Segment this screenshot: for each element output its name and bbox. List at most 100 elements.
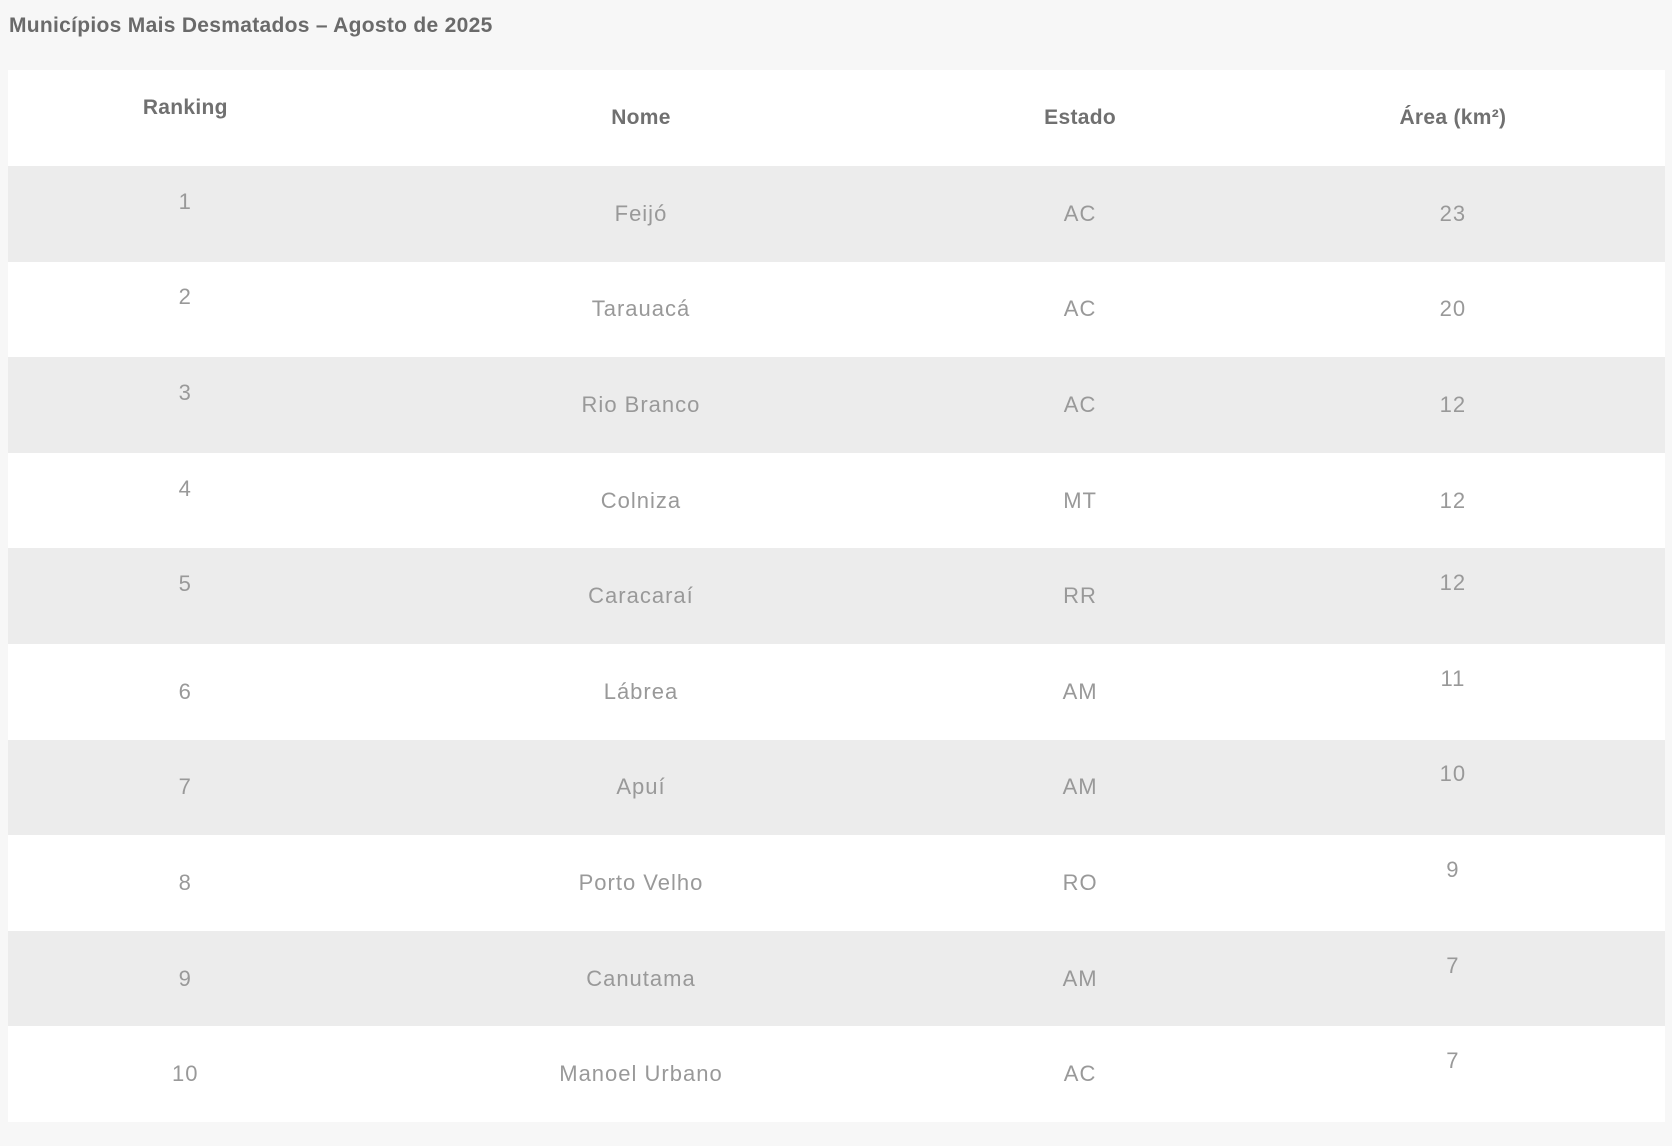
column-header-area-label: Área (km²) [1399,106,1507,129]
cell-ranking: 10 [8,1026,363,1122]
cell-ranking-value: 8 [178,869,192,895]
cell-area-value: 7 [1446,1048,1460,1074]
cell-area-value: 10 [1439,761,1467,787]
cell-area-value: 23 [1439,200,1467,226]
cell-nome: Manoel Urbano [363,1026,920,1122]
cell-nome: Caracaraí [363,548,920,644]
cell-estado-value: RO [1062,869,1098,895]
cell-ranking: 5 [8,548,363,644]
cell-ranking-value: 6 [178,678,192,704]
column-header-area: Área (km²) [1241,70,1665,166]
cell-ranking-value: 7 [178,774,192,800]
cell-nome: Lábrea [363,644,920,740]
cell-nome: Colniza [363,453,920,549]
page-title: Municípios Mais Desmatados – Agosto de 2… [9,14,493,37]
cell-estado-value: MT [1063,487,1097,513]
cell-ranking: 8 [8,835,363,931]
cell-nome-value: Apuí [616,774,666,800]
table-row: 4 Colniza MT 12 [8,452,1665,549]
cell-estado: AM [919,644,1240,740]
cell-area-value: 11 [1440,665,1466,691]
cell-ranking-value: 5 [178,571,192,597]
column-header-estado-label: Estado [1044,106,1116,129]
table-row: 6 Lábrea AM 11 [8,643,1665,740]
cell-nome: Canutama [363,931,920,1027]
cell-estado: AC [919,262,1240,358]
table-row: 5 Caracaraí RR 12 [8,548,1665,644]
cell-estado: MT [919,453,1240,549]
cell-nome-value: Manoel Urbano [559,1061,723,1087]
cell-nome: Porto Velho [363,835,920,931]
cell-ranking-value: 3 [178,379,192,405]
cell-area: 23 [1241,166,1665,262]
table-row: 10 Manoel Urbano AC 7 [8,1026,1665,1122]
cell-estado-value: AC [1063,296,1097,322]
cell-nome: Apuí [363,740,920,836]
cell-nome: Rio Branco [363,357,920,453]
cell-area: 9 [1241,835,1665,931]
cell-nome: Feijó [363,166,920,262]
cell-nome-value: Colniza [600,487,682,513]
cell-estado: AC [919,166,1240,262]
column-header-ranking: Ranking [8,70,363,166]
cell-estado-value: AM [1062,965,1098,991]
cell-area-value: 12 [1439,487,1467,513]
table-row: 7 Apuí AM 10 [8,739,1665,836]
cell-nome: Tarauacá [363,262,920,358]
cell-ranking-value: 10 [172,1061,199,1087]
cell-area-value: 20 [1439,296,1467,322]
cell-estado: AC [919,357,1240,453]
cell-estado-value: RR [1063,583,1097,609]
column-header-nome-label: Nome [611,106,671,129]
cell-area-value: 7 [1446,952,1460,978]
table-row: 8 Porto Velho RO 9 [8,835,1665,931]
cell-area-value: 12 [1439,391,1467,417]
cell-nome-value: Rio Branco [581,391,701,417]
cell-area: 12 [1241,548,1665,644]
cell-area: 11 [1241,644,1665,740]
cell-estado-value: AM [1062,774,1098,800]
cell-ranking: 6 [8,644,363,740]
cell-area: 7 [1241,931,1665,1027]
cell-ranking-value: 4 [178,475,192,501]
cell-area-value: 12 [1439,570,1467,596]
table-row: 3 Rio Branco AC 12 [8,357,1665,453]
column-header-nome: Nome [363,70,920,166]
cell-ranking: 9 [8,931,363,1027]
header-row: Ranking Nome Estado Área (km²) [8,70,1665,166]
cell-nome-value: Feijó [614,200,668,226]
column-header-estado: Estado [919,70,1240,166]
column-header-ranking-label: Ranking [142,96,228,119]
cell-ranking: 4 [8,453,363,549]
cell-area: 12 [1241,453,1665,549]
cell-ranking: 1 [8,166,363,262]
cell-estado: RO [919,835,1240,931]
cell-ranking: 3 [8,357,363,453]
cell-area-value: 9 [1446,856,1460,882]
deforestation-table: Ranking Nome Estado Área (km²) 1 Feijó A… [8,70,1665,1122]
cell-nome-value: Canutama [586,965,696,991]
table-row: 1 Feijó AC 23 [8,166,1665,262]
cell-nome-value: Tarauacá [591,296,691,322]
cell-nome-value: Lábrea [603,678,679,704]
cell-area: 20 [1241,262,1665,358]
cell-ranking: 7 [8,740,363,836]
cell-ranking-value: 2 [178,284,192,310]
cell-estado: AM [919,931,1240,1027]
cell-nome-value: Porto Velho [578,869,704,895]
cell-area: 12 [1241,357,1665,453]
cell-area: 10 [1241,740,1665,836]
cell-estado: RR [919,548,1240,644]
cell-nome-value: Caracaraí [588,583,694,609]
cell-ranking: 2 [8,262,363,358]
cell-estado-value: AM [1062,678,1098,704]
cell-area: 7 [1241,1026,1665,1122]
table-row: 9 Canutama AM 7 [8,930,1665,1027]
cell-ranking-value: 9 [178,965,192,991]
cell-ranking-value: 1 [178,188,192,214]
cell-estado: AC [919,1026,1240,1122]
cell-estado: AM [919,740,1240,836]
cell-estado-value: AC [1063,1061,1097,1087]
table-row: 2 Tarauacá AC 20 [8,261,1665,358]
cell-estado-value: AC [1063,391,1097,417]
